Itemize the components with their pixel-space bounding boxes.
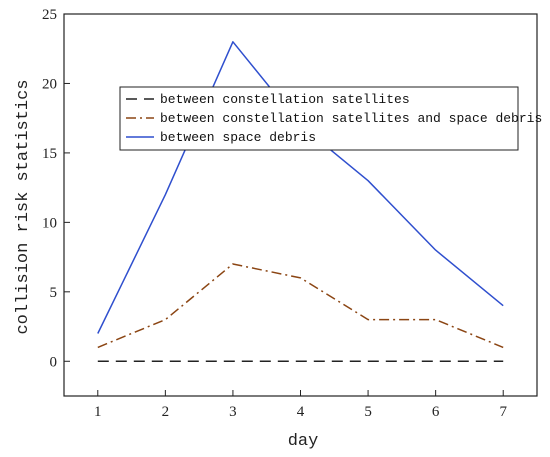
y-axis-title: collision risk statistics	[14, 79, 33, 334]
plot-frame	[63, 13, 538, 397]
y-tick-label: 5	[50, 285, 58, 301]
x-tick-label: 3	[229, 404, 237, 420]
legend-box	[119, 86, 519, 151]
x-tick-label: 6	[432, 404, 440, 420]
x-tick-label: 7	[499, 404, 507, 420]
ticks: 0 5 10 15 20 25 1 2 3 4 5 6 7	[42, 7, 507, 420]
y-tick-label: 25	[42, 7, 57, 23]
y-tick-label: 20	[42, 76, 57, 92]
series-line-between-constellation-satellites-and-space-debris	[97, 263, 504, 349]
x-axis-title: day	[288, 432, 319, 451]
legend-label: between constellation satellites	[160, 92, 410, 107]
axes	[63, 13, 538, 397]
x-tick-label: 5	[364, 404, 372, 420]
legend-label: between constellation satellites and spa…	[160, 111, 542, 126]
y-tick-label: 15	[42, 146, 57, 162]
series-line-between-space-debris	[97, 41, 504, 334]
x-tick-label: 2	[162, 404, 170, 420]
x-tick-label: 1	[94, 404, 102, 420]
x-tick-label: 4	[297, 404, 305, 420]
y-tick-label: 0	[50, 354, 58, 370]
legend-label: between space debris	[160, 130, 316, 145]
legend: between constellation satellites between …	[119, 86, 542, 151]
y-tick-label: 10	[42, 215, 57, 231]
